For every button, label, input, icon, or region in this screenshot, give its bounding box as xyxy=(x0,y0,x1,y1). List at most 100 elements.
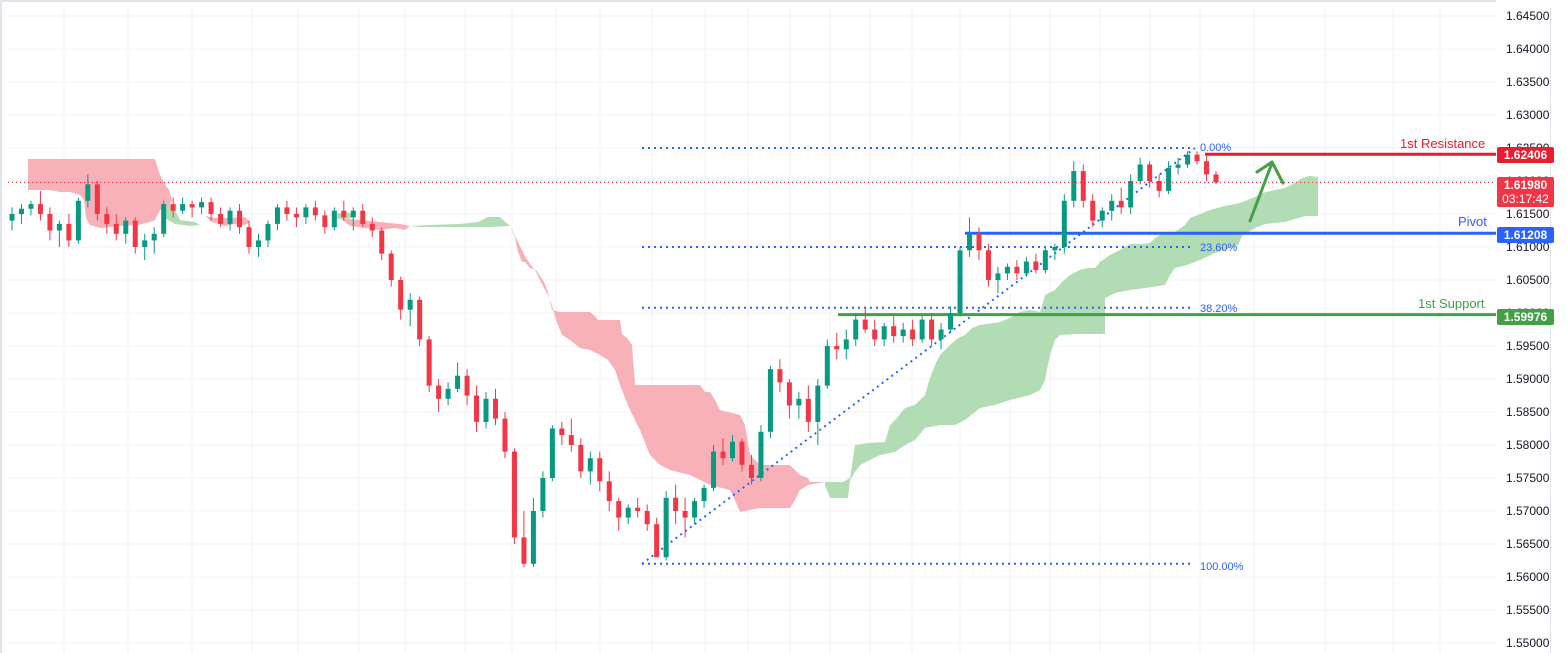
candle-bearish xyxy=(388,253,394,280)
candle-bullish xyxy=(692,501,698,518)
candle-bearish xyxy=(237,210,243,228)
price-axis[interactable]: 1.645001.640001.635001.630001.625001.620… xyxy=(1496,0,1567,653)
candle-bullish xyxy=(180,204,186,211)
candle-bearish xyxy=(872,329,878,340)
last-price-value: 1.61980 xyxy=(1503,178,1548,192)
candle-bearish xyxy=(132,220,138,247)
candle-bullish xyxy=(549,428,555,478)
candle-bearish xyxy=(1194,154,1200,162)
fib-label-23-6: 23.60% xyxy=(1200,242,1238,254)
candle-bullish xyxy=(815,385,821,422)
support-price-tag[interactable]: 1.59976 xyxy=(1497,309,1554,325)
candle-bearish xyxy=(293,214,299,218)
price-tick-label: 1.57000 xyxy=(1506,504,1550,518)
candle-bullish xyxy=(28,204,34,209)
price-tick-label: 1.59500 xyxy=(1506,339,1550,353)
candle-bearish xyxy=(94,184,100,214)
up-arrow-icon xyxy=(1248,160,1285,223)
candle-bearish xyxy=(369,223,375,231)
candle-bearish xyxy=(559,428,565,436)
candlestick-series xyxy=(9,151,1219,568)
candle-bullish xyxy=(85,184,91,201)
candle-bullish xyxy=(255,240,261,247)
fib-label-38-2: 38.20% xyxy=(1200,303,1238,315)
candle-bullish xyxy=(853,319,859,340)
candle-bearish xyxy=(786,382,792,406)
price-tick-label: 1.61500 xyxy=(1506,207,1550,221)
candle-bearish xyxy=(1156,181,1162,191)
candle-bullish xyxy=(199,202,205,208)
bearish-cloud-3 xyxy=(340,218,410,230)
price-tick-label: 1.63500 xyxy=(1506,75,1550,89)
bearish-cloud-2 xyxy=(205,216,250,226)
price-axis-separator xyxy=(1550,8,1551,653)
candle-bearish xyxy=(654,524,660,558)
grid-lines xyxy=(8,8,1496,653)
candle-bearish xyxy=(492,398,498,419)
candle-bearish xyxy=(464,375,470,396)
candle-bullish xyxy=(455,375,461,389)
support-resistance-levels[interactable] xyxy=(838,152,1496,317)
resistance-label: 1st Resistance xyxy=(1400,136,1486,151)
candle-bearish xyxy=(616,501,622,518)
candle-bullish xyxy=(75,200,81,241)
price-chart-canvas[interactable] xyxy=(0,0,1496,653)
candle-bearish xyxy=(47,214,53,231)
candle-bullish xyxy=(843,339,849,350)
candle-bullish xyxy=(663,497,669,558)
candle-bearish xyxy=(578,445,584,472)
candle-bearish xyxy=(568,435,574,445)
candle-bullish xyxy=(1109,200,1115,211)
candle-bullish xyxy=(274,207,280,224)
pivot-price-tag[interactable]: 1.61208 xyxy=(1497,227,1554,243)
candle-bullish xyxy=(824,346,830,386)
candle-bearish xyxy=(170,204,176,211)
candle-bearish xyxy=(720,451,726,459)
candle-bullish xyxy=(625,507,631,518)
last-price-tag[interactable]: 1.61980 03:17:42 xyxy=(1497,177,1554,207)
candle-bullish xyxy=(530,511,536,564)
candle-bullish xyxy=(900,329,906,337)
candle-bullish xyxy=(711,451,717,488)
resistance-price-tag[interactable]: 1.62406 xyxy=(1497,147,1554,163)
candle-bearish xyxy=(862,319,868,330)
price-tick-label: 1.61000 xyxy=(1506,240,1550,254)
candle-bullish xyxy=(1071,171,1077,201)
candle-bullish xyxy=(123,220,129,234)
candle-bearish xyxy=(644,511,650,525)
candle-bullish xyxy=(56,223,62,231)
candle-bearish xyxy=(606,481,612,502)
candle-bearish xyxy=(597,458,603,482)
candle-bearish xyxy=(805,398,811,422)
candle-bullish xyxy=(227,210,233,224)
candle-bearish xyxy=(748,464,754,478)
candle-bearish xyxy=(312,207,318,216)
candle-bearish xyxy=(208,202,214,214)
candle-bullish xyxy=(1128,181,1134,208)
candle-bearish xyxy=(66,223,72,241)
candle-bullish xyxy=(1061,200,1067,247)
candle-bullish xyxy=(151,233,157,241)
projection-arrow[interactable] xyxy=(1248,160,1285,223)
support-label: 1st Support xyxy=(1418,296,1485,311)
price-tick-label: 1.55000 xyxy=(1506,636,1550,650)
top-border xyxy=(0,0,1567,2)
price-tick-label: 1.56500 xyxy=(1506,537,1550,551)
candle-bullish xyxy=(483,398,489,422)
price-tick-label: 1.58000 xyxy=(1506,438,1550,452)
candle-bearish xyxy=(1147,164,1153,181)
candle-bullish xyxy=(758,431,764,478)
candle-bullish xyxy=(1023,261,1029,274)
candle-bearish xyxy=(929,319,935,340)
price-tick-label: 1.63000 xyxy=(1506,108,1550,122)
candle-bullish xyxy=(265,223,271,241)
candle-bearish xyxy=(910,329,916,340)
candle-bullish xyxy=(350,210,356,218)
candle-bullish xyxy=(161,204,167,234)
price-tick-label: 1.57500 xyxy=(1506,471,1550,485)
candle-bearish xyxy=(739,441,745,465)
left-border xyxy=(0,0,2,653)
candle-bullish xyxy=(957,250,963,313)
candle-bullish xyxy=(767,369,773,432)
